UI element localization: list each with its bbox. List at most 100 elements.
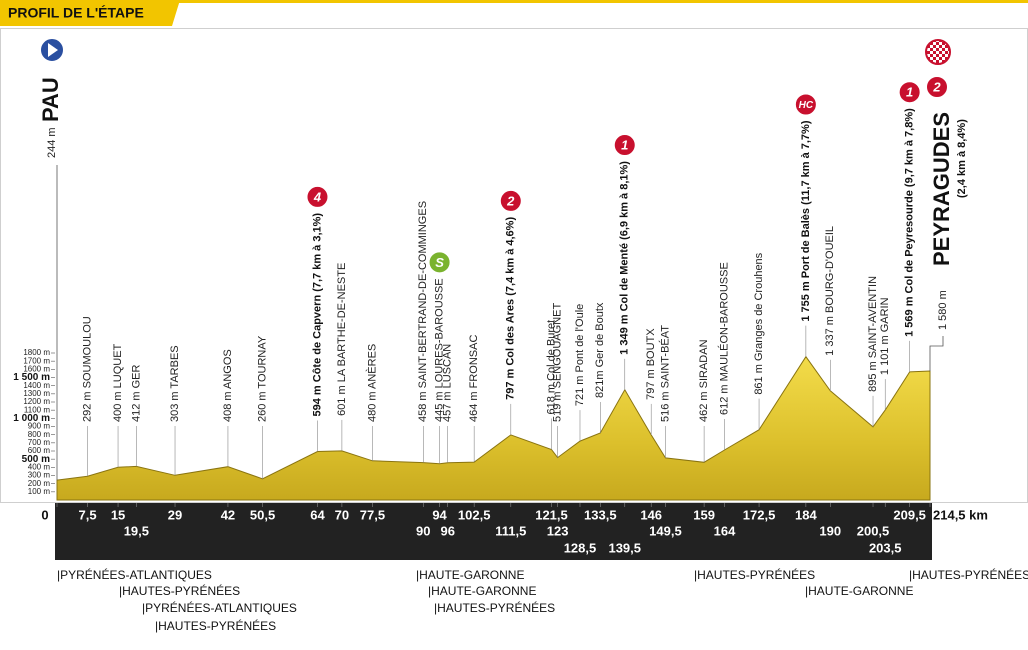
waypoint-label: 260 m TOURNAY	[256, 335, 268, 422]
x-tick-label: 139,5	[608, 540, 641, 555]
climb-badge	[925, 75, 949, 99]
y-tick-label: 1100 m	[24, 405, 50, 414]
waypoint-label: 412 m GER	[130, 364, 142, 422]
waypoint-label: 1 101 m GARIN	[879, 297, 891, 375]
x-tick-label: 133,5	[584, 507, 617, 522]
x-tick-label: 209,5	[893, 507, 926, 522]
x-tick-label: 0	[41, 507, 48, 522]
waypoint-label: 612 m MAULÉON-BAROUSSE	[717, 262, 730, 415]
waypoint-label: 721 m Pont de l'Oule	[574, 304, 586, 406]
waypoint-label: 861 m Granges de Crouhens	[753, 252, 765, 394]
x-tick-label: 190	[819, 523, 841, 538]
leader-line	[929, 336, 944, 371]
y-tick-label: 100 m	[28, 487, 51, 496]
waypoint-label: 1 349 m Col de Menté (6,9 km à 8,1%)	[619, 161, 631, 355]
x-tick-label: 146	[640, 507, 662, 522]
y-tick-label: 1400 m	[23, 381, 50, 390]
climb-category: HC	[799, 100, 814, 111]
x-tick-label: 159	[693, 507, 715, 522]
waypoint-label: 1 337 m BOURG-D'OUEIL	[824, 226, 836, 356]
x-tick-label: 42	[221, 507, 235, 522]
climb-category: 4	[313, 189, 322, 204]
waypoint-label: 462 m SIRADAN	[698, 339, 710, 422]
x-tick-label: 121,5	[535, 507, 568, 522]
region-label: |HAUTES-PYRÉNÉES	[909, 567, 1028, 582]
profile-area	[56, 355, 931, 501]
x-tick-label: 111,5	[495, 523, 526, 538]
waypoint-label: 601 m LA BARTHE-DE-NESTE	[336, 263, 348, 416]
y-tick-label: 900 m	[28, 422, 51, 431]
start-name: PAU	[38, 77, 63, 122]
x-tick-label: 70	[335, 507, 349, 522]
region-label: |HAUTES-PYRÉNÉES	[694, 567, 815, 582]
x-tick-label: 50,5	[250, 507, 275, 522]
x-tick-label: 102,5	[458, 507, 491, 522]
climb-badge	[305, 184, 330, 209]
x-tick-label: 164	[714, 523, 736, 538]
x-tick-label: 64	[310, 507, 325, 522]
waypoint-label: 303 m TARBES	[169, 345, 181, 422]
waypoint-label: 618 m Col de Buret	[545, 320, 557, 415]
km-band	[55, 503, 932, 560]
y-tick-label: 1200 m	[23, 397, 50, 406]
region-label: |HAUTE-GARONNE	[416, 568, 524, 582]
x-tick-label: 29	[168, 507, 182, 522]
x-tick-label: 149,5	[649, 523, 682, 538]
top-rule	[0, 0, 1028, 3]
y-tick-label: 700 m	[28, 438, 51, 447]
waypoint-label: 519 m SENGOUAGNET	[552, 303, 564, 422]
waypoint-label: 797 m Col des Ares (7,4 km à 4,6%)	[505, 217, 517, 400]
y-tick-label: 1700 m	[23, 356, 50, 365]
waypoint-label: 797 m BOUTX	[645, 328, 657, 400]
x-tick-label: 200,5	[857, 523, 890, 538]
x-tick-label: 172,5	[743, 507, 776, 522]
region-label: |HAUTE-GARONNE	[805, 584, 913, 598]
climb-badge	[498, 188, 523, 213]
waypoint-label: 457 m LUSCAN	[442, 344, 454, 422]
y-tick-label: 200 m	[28, 479, 51, 488]
waypoint-label: 292 m SOUMOULOU	[81, 316, 93, 422]
region-label: |PYRÉNÉES-ATLANTIQUES	[142, 600, 297, 615]
region-label: |HAUTES-PYRÉNÉES	[434, 600, 555, 615]
finish-note: (2,4 km à 8,4%)	[956, 119, 968, 198]
y-tick-label: 400 m	[28, 462, 51, 471]
waypoint-label: 400 m LUQUET	[112, 343, 124, 422]
x-tick-label: 15	[111, 507, 125, 522]
y-tick-label: 600 m	[28, 446, 51, 455]
waypoint-label: 516 m SAINT-BÉAT	[658, 325, 671, 422]
start-arrow	[48, 43, 58, 57]
waypoint-label: 821m Ger de Boutx	[594, 302, 606, 398]
climb-badge	[612, 133, 637, 158]
waypoint-label: 895 m SAINT-AVENTIN	[867, 276, 879, 392]
y-tick-label: 300 m	[28, 471, 51, 480]
x-tick-label: 184	[795, 507, 817, 522]
x-tick-label: 214,5 km	[933, 507, 988, 522]
y-tick-label: 1 000 m	[13, 413, 50, 424]
waypoint-label: 1 569 m Col de Peyresourde (9,7 km à 7,8…	[904, 108, 916, 337]
x-tick-label: 123	[547, 523, 569, 538]
waypoint-label: 408 m ANGOS	[222, 349, 234, 422]
x-tick-label: 203,5	[869, 540, 902, 555]
finish-name: PEYRAGUDES	[929, 112, 954, 266]
climb-category: 2	[932, 79, 941, 94]
x-tick-label: 96	[440, 523, 454, 538]
climb-badge	[897, 80, 922, 105]
waypoint-label: 480 m ANÈRES	[365, 344, 378, 422]
climb-category: 1	[906, 85, 913, 100]
waypoint-label: 594 m Côte de Capvern (7,7 km à 3,1%)	[311, 213, 323, 417]
y-tick-label: 500 m	[22, 454, 50, 465]
x-tick-label: 7,5	[78, 507, 96, 522]
climb-category: 2	[506, 193, 515, 208]
waypoint-label: 1 755 m Port de Balès (11,7 km à 7,7%)	[800, 120, 812, 322]
region-label: |HAUTES-PYRÉNÉES	[155, 618, 276, 633]
y-tick-label: 800 m	[28, 430, 51, 439]
x-tick-label: 19,5	[124, 523, 149, 538]
finish-flag	[925, 39, 951, 65]
waypoint-label: 458 m SAINT-BERTRAND-DE-COMMINGES	[417, 201, 429, 422]
region-label: |HAUTES-PYRÉNÉES	[119, 583, 240, 598]
x-tick-label: 128,5	[564, 540, 597, 555]
region-label: |PYRÉNÉES-ATLANTIQUES	[57, 567, 212, 582]
y-tick-label: 1 500 m	[13, 372, 50, 383]
y-tick-label: 1600 m	[23, 364, 50, 373]
